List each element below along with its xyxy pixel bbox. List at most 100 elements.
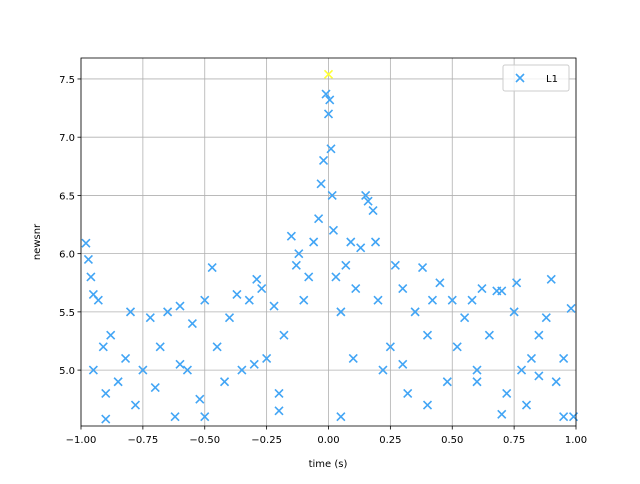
x-axis-label: time (s) [309,459,348,470]
x-tick-label: −0.75 [128,435,159,446]
point [274,406,284,416]
point [566,303,576,313]
point [534,330,544,340]
point [93,295,103,305]
point [460,313,470,323]
point [219,377,230,387]
point [370,237,381,247]
highlight-point [323,69,334,79]
point [435,278,445,288]
point [200,412,210,422]
point [373,295,383,305]
point [232,289,242,299]
point [200,295,210,305]
point [207,263,217,273]
point [309,237,319,247]
point [212,342,222,352]
point [323,109,334,119]
point [336,412,346,422]
point [497,286,507,296]
point [385,342,395,352]
y-tick-label: 7.5 [59,75,75,86]
point [101,414,111,424]
legend-label: L1 [546,74,558,85]
point [274,388,284,398]
legend-box [502,64,570,92]
point [125,307,136,317]
point [534,371,544,381]
x-tick-label: 0.75 [503,435,525,446]
point [472,365,482,375]
point [326,144,336,154]
point [509,307,519,317]
point [452,342,462,352]
y-axis-label: newsnr [32,223,43,260]
point [86,272,96,282]
point [170,412,180,422]
plot-frame [80,57,577,427]
point [512,278,522,288]
point [484,330,494,340]
point [417,263,428,273]
point [410,307,420,317]
point [521,400,532,410]
point [237,365,247,375]
x-tick-label: −0.50 [189,435,220,446]
point [390,260,400,270]
point [269,301,279,311]
point [304,272,314,282]
point [467,295,477,305]
point [422,330,433,340]
point [286,231,296,241]
y-tick-label: 5.5 [59,308,75,319]
point [559,353,569,364]
point [368,205,378,216]
y-tick-label: 6.0 [59,250,75,261]
point [316,179,326,189]
point [175,301,185,311]
x-tick-label: −1.00 [66,435,97,446]
point [262,353,272,364]
point [398,284,408,294]
point [187,318,197,329]
point [130,400,141,410]
point [403,388,413,398]
x-tick-label: 1.00 [565,435,587,446]
x-tick-label: −0.25 [251,435,282,446]
point [98,342,108,352]
point [88,365,98,375]
point [346,237,356,247]
point [502,388,512,398]
point [351,284,361,294]
point [106,330,116,340]
point [546,274,556,284]
y-tick-label: 5.0 [59,366,75,377]
y-tick-label: 7.0 [59,133,75,144]
point [427,295,438,305]
point [113,377,123,387]
legend: L1 [502,64,570,92]
point [182,365,192,375]
point [363,196,373,206]
point [348,353,358,364]
point [101,388,111,398]
point [551,377,561,387]
point [331,272,341,282]
point [516,365,527,375]
point [447,295,457,305]
point [120,353,131,364]
point [224,313,235,323]
point [422,400,433,410]
point [83,254,93,265]
point [325,95,335,105]
point [81,238,91,248]
point [378,365,388,375]
point [541,313,551,323]
point [150,383,160,393]
point [249,359,259,369]
point [559,412,569,422]
point [321,89,331,99]
point [175,359,185,369]
point [163,307,173,317]
